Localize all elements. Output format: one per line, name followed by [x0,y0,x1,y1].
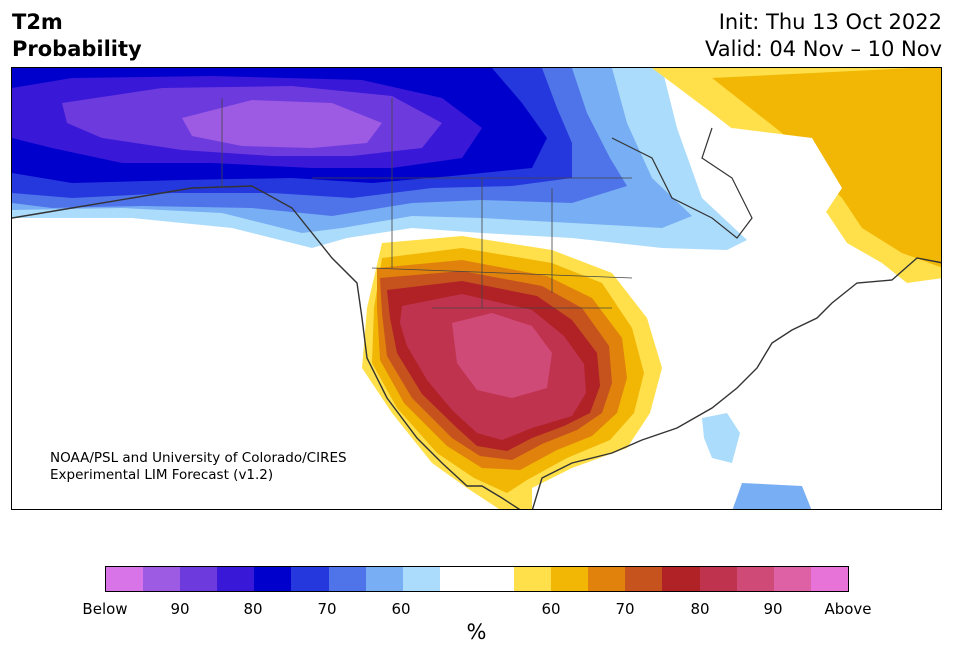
colorbar-ticks: Below 90 80 70 60 60 70 80 90 Above [0,600,953,620]
tick-label: 80 [243,600,263,618]
colorbar [105,566,849,592]
colorbar-swatch-above [736,567,774,591]
title-line-2: Probability [12,37,142,61]
credit-text: NOAA/PSL and University of Colorado/CIRE… [50,450,347,484]
colorbar-swatch-below [402,567,440,591]
interior-neutral-region [732,128,842,218]
tick-label: 80 [690,600,710,618]
below-80pct-region [182,100,382,148]
colorbar-swatch-below [143,567,181,591]
colorbar-swatch-above [514,567,552,591]
colorbar-swatch-below [217,567,255,591]
map-title: T2m Probability [12,9,142,63]
colorbar-swatch-above [551,567,589,591]
valid-date: Valid: 04 Nov – 10 Nov [705,37,942,61]
forecast-dates: Init: Thu 13 Oct 2022 Valid: 04 Nov – 10… [705,9,942,63]
probability-map [12,68,941,509]
colorbar-swatch-below [180,567,218,591]
tick-label: Above [824,600,872,618]
colorbar-swatch-above [588,567,626,591]
colorbar-swatch-above [810,567,848,591]
above-70pct-region [452,313,552,398]
tick-label: Below [82,600,128,618]
tick-label: 90 [170,600,190,618]
colorbar-swatch-below [365,567,403,591]
below-florida-region [702,413,740,463]
credit-line-1: NOAA/PSL and University of Colorado/CIRE… [50,450,347,466]
colorbar-swatch-above [699,567,737,591]
colorbar-swatch-above [773,567,811,591]
credit-line-2: Experimental LIM Forecast (v1.2) [50,467,274,483]
colorbar-swatch-neutral [439,567,515,591]
init-date: Init: Thu 13 Oct 2022 [718,10,942,34]
border-lines [221,98,633,309]
hudson-bay-outline [611,127,753,239]
map-panel: NOAA/PSL and University of Colorado/CIRE… [11,67,942,510]
colorbar-swatch-above [625,567,663,591]
colorbar-swatch-below [106,567,144,591]
tick-label: 60 [541,600,561,618]
colorbar-swatch-below [328,567,366,591]
coastline [12,185,941,509]
title-line-1: T2m [12,10,63,34]
tick-label: 90 [763,600,783,618]
tick-label: 60 [391,600,411,618]
colorbar-unit: % [466,620,487,644]
colorbar-swatch-below [291,567,329,591]
colorbar-swatch-below [254,567,292,591]
colorbar-swatch-above [662,567,700,591]
below-bahamas-region [732,483,812,509]
tick-label: 70 [615,600,635,618]
tick-label: 70 [317,600,337,618]
